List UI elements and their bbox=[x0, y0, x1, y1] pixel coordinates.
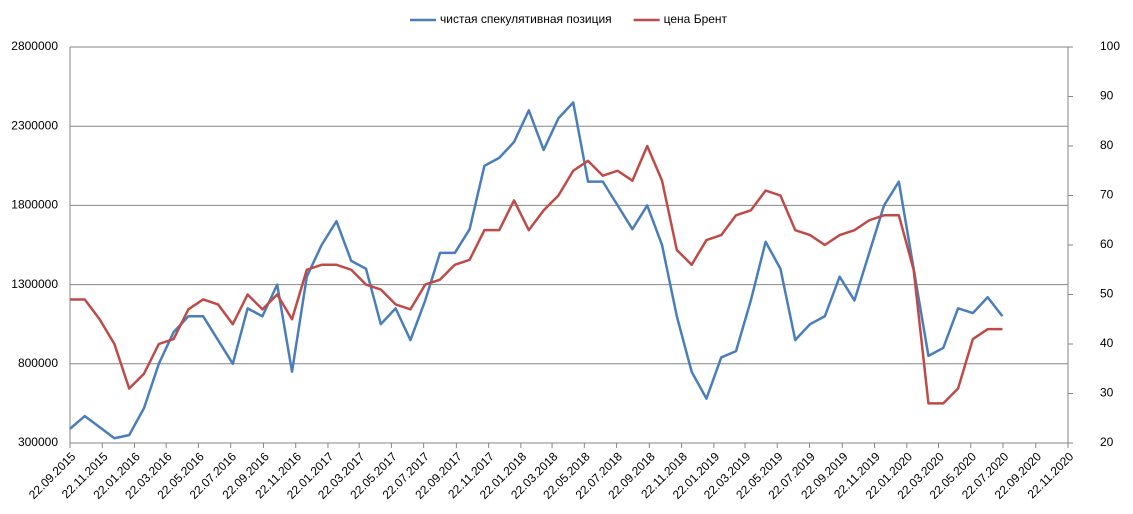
y2-tick-label: 70 bbox=[1100, 188, 1114, 202]
y-tick-label: 2800000 bbox=[11, 39, 58, 53]
legend-label: чистая спекулятивная позиция bbox=[440, 12, 612, 26]
y2-tick-label: 30 bbox=[1100, 386, 1114, 400]
series-line bbox=[69, 101, 1004, 440]
y2-tick-label: 90 bbox=[1100, 89, 1114, 103]
y2-tick-label: 20 bbox=[1100, 435, 1114, 449]
y-tick-label: 2300000 bbox=[11, 118, 58, 132]
y-tick-label: 1800000 bbox=[11, 198, 58, 212]
y-tick-label: 800000 bbox=[18, 356, 58, 370]
y-tick-label: 1300000 bbox=[11, 277, 58, 291]
series-line bbox=[70, 144, 1003, 405]
y2-tick-label: 100 bbox=[1100, 39, 1120, 53]
y2-tick-label: 60 bbox=[1100, 237, 1114, 251]
legend-label: цена Брент bbox=[664, 12, 728, 26]
y2-tick-label: 50 bbox=[1100, 287, 1114, 301]
y2-tick-label: 80 bbox=[1100, 138, 1114, 152]
y2-tick-label: 40 bbox=[1100, 336, 1114, 350]
legend: чистая спекулятивная позиция цена Брент bbox=[410, 12, 728, 26]
y-tick-label: 300000 bbox=[18, 435, 58, 449]
